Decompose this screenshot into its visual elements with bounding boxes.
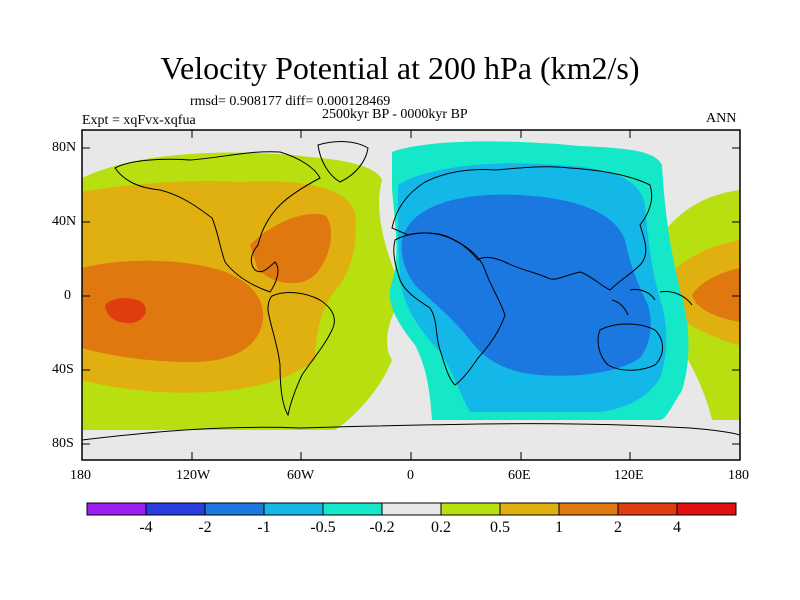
south-america-coast <box>267 292 335 417</box>
x-tick-label: 120E <box>614 468 644 483</box>
colorbar-label: -0.2 <box>369 519 395 536</box>
y-tick-label: 40S <box>52 362 74 377</box>
colorbar-label: -2 <box>198 519 212 536</box>
colorbar-swatch <box>204 502 265 516</box>
colorbar-label: 2 <box>614 519 622 536</box>
y-tick-label: 40N <box>52 214 77 229</box>
africa-coast <box>393 232 506 386</box>
australia-coast <box>597 323 663 371</box>
colorbar-swatch <box>322 502 383 516</box>
positive-strong-region <box>82 260 264 362</box>
colorbar-label: -4 <box>139 519 153 536</box>
colorbar-swatch <box>381 502 442 516</box>
colorbar-swatch <box>558 502 619 516</box>
period-label: 2500kyr BP - 0000kyr BP <box>322 107 468 122</box>
positive-strong-east-region <box>692 268 740 322</box>
x-tick-label: 120W <box>176 468 211 483</box>
colorbar-swatch <box>440 502 501 516</box>
colorbar-swatch <box>617 502 678 516</box>
maritime-continent-coast <box>611 289 693 316</box>
y-tick-label: 80S <box>52 436 74 451</box>
north-america-coast <box>114 151 321 293</box>
season-label: ANN <box>706 111 737 126</box>
antarctica-coast <box>82 423 740 441</box>
negative-strong-region <box>401 194 651 376</box>
stats-label: rmsd= 0.908177 diff= 0.000128469 <box>190 94 391 109</box>
x-tick-label: 60E <box>508 468 531 483</box>
colorbar-swatch <box>499 502 560 516</box>
x-tick-label: 60W <box>287 468 315 483</box>
contour-field <box>82 130 740 460</box>
greenland-coast <box>317 141 369 183</box>
colorbar <box>86 502 737 516</box>
colorbar-swatch <box>263 502 324 516</box>
positive-max-region <box>105 298 146 324</box>
colorbar-label: 0.2 <box>431 519 451 536</box>
colorbar-label: -0.5 <box>310 519 336 536</box>
experiment-label: Expt = xqFvx-xqfua <box>82 113 196 128</box>
colorbar-label: 0.5 <box>490 519 510 536</box>
x-tick-label: 180 <box>70 468 91 483</box>
coastlines <box>82 141 740 441</box>
plot-title: Velocity Potential at 200 hPa (km2/s) <box>160 50 640 86</box>
colorbar-label: -1 <box>257 519 271 536</box>
ticks <box>81 130 741 460</box>
x-tick-label: 0 <box>407 468 414 483</box>
colorbar-label: 4 <box>673 519 681 536</box>
x-tick-label: 180 <box>728 468 749 483</box>
colorbar-swatch <box>145 502 206 516</box>
colorbar-swatch <box>676 502 737 516</box>
colorbar-swatch <box>86 502 147 516</box>
y-tick-label: 80N <box>52 140 77 155</box>
y-tick-label: 0 <box>64 288 71 303</box>
colorbar-label: 1 <box>555 519 563 536</box>
